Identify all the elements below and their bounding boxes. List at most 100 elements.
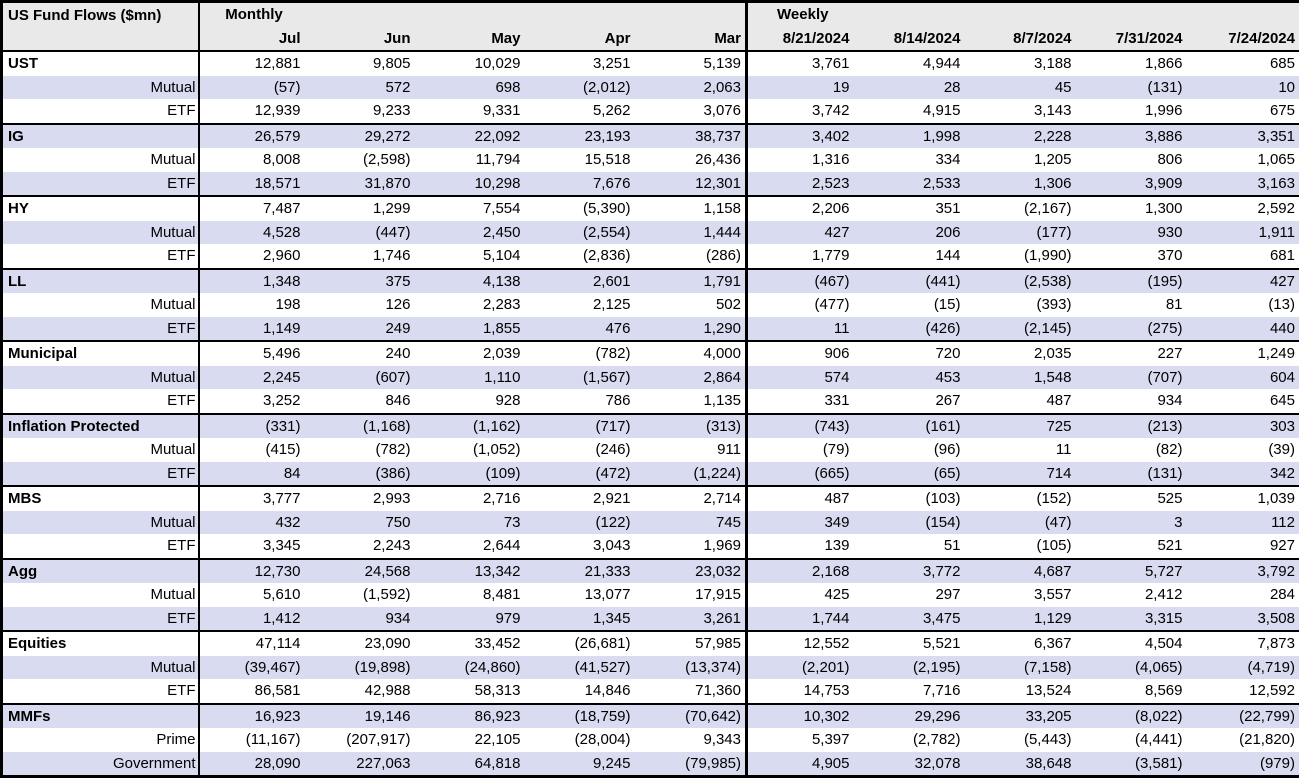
weekly-value-cell: 2,228 bbox=[968, 122, 1080, 148]
subcategory-label: ETF bbox=[1, 244, 200, 269]
weekly-value-cell: 351 bbox=[857, 195, 969, 221]
monthly-value-cell: 86,923 bbox=[418, 702, 529, 728]
monthly-value-cell: (1,162) bbox=[418, 412, 529, 438]
monthly-value-cell: 2,283 bbox=[418, 293, 529, 317]
subcategory-label: ETF bbox=[1, 534, 200, 559]
weekly-value-cell: (467) bbox=[746, 267, 858, 293]
monthly-value-cell: (447) bbox=[308, 220, 419, 244]
weekly-value-cell: (275) bbox=[1079, 316, 1191, 341]
category-label: HY bbox=[1, 195, 200, 221]
weekly-value-cell: (2,782) bbox=[857, 728, 969, 752]
monthly-value-cell: (19,898) bbox=[308, 655, 419, 679]
monthly-value-cell: 2,716 bbox=[418, 485, 529, 511]
monthly-value-cell: (2,598) bbox=[308, 148, 419, 172]
weekly-value-cell: 10 bbox=[1190, 75, 1299, 99]
header-spacer bbox=[857, 1, 969, 27]
group-detail-row: ETF 2,960 1,746 5,104 (2,836) (286) 1,779 144 (1… bbox=[1, 244, 1299, 269]
monthly-value-cell: 4,000 bbox=[638, 340, 748, 366]
weekly-value-cell: 2,592 bbox=[1190, 195, 1299, 221]
weekly-value-cell: 4,915 bbox=[857, 99, 969, 124]
monthly-value-cell: (246) bbox=[528, 438, 639, 462]
weekly-value-cell: 1,129 bbox=[968, 606, 1080, 631]
monthly-value-cell: 12,939 bbox=[198, 99, 309, 124]
weekly-value-cell: 3,557 bbox=[968, 583, 1080, 607]
monthly-value-cell: 73 bbox=[418, 510, 529, 534]
monthly-value-cell: 19,146 bbox=[308, 702, 419, 728]
monthly-value-cell: 2,864 bbox=[638, 365, 748, 389]
weekly-value-cell: 5,521 bbox=[857, 630, 969, 656]
weekly-value-cell: 525 bbox=[1079, 485, 1191, 511]
weekly-value-cell: 267 bbox=[857, 389, 969, 414]
category-label: LL bbox=[1, 267, 200, 293]
group-total-row: Inflation Protected (331) (1,168) (1,162) (7… bbox=[1, 412, 1299, 438]
monthly-value-cell: (5,390) bbox=[528, 195, 639, 221]
header-spacer bbox=[528, 1, 639, 27]
monthly-value-cell: 47,114 bbox=[198, 630, 309, 656]
monthly-value-cell: (57) bbox=[198, 75, 309, 99]
weekly-value-cell: (393) bbox=[968, 293, 1080, 317]
category-label: MBS bbox=[1, 485, 200, 511]
monthly-value-cell: (286) bbox=[638, 244, 748, 269]
monthly-value-cell: (28,004) bbox=[528, 728, 639, 752]
monthly-value-cell: (79,985) bbox=[638, 751, 748, 777]
monthly-value-cell: 1,855 bbox=[418, 316, 529, 341]
group-total-row: HY 7,487 1,299 7,554 (5,390) 1,158 2,206 351 (2,… bbox=[1, 195, 1299, 221]
monthly-value-cell: 7,554 bbox=[418, 195, 529, 221]
monthly-value-cell: 21,333 bbox=[528, 557, 639, 583]
weekly-value-cell: 2,523 bbox=[746, 171, 858, 196]
monthly-value-cell: 572 bbox=[308, 75, 419, 99]
monthly-value-cell: 2,644 bbox=[418, 534, 529, 559]
group-detail-row: Mutual 198 126 2,283 2,125 502 (477) (15) (393) 8… bbox=[1, 293, 1299, 317]
monthly-value-cell: 249 bbox=[308, 316, 419, 341]
column-header-month: Jul bbox=[198, 26, 309, 52]
monthly-value-cell: 2,960 bbox=[198, 244, 309, 269]
monthly-value-cell: 3,261 bbox=[638, 606, 748, 631]
monthly-value-cell: (13,374) bbox=[638, 655, 748, 679]
weekly-value-cell: 440 bbox=[1190, 316, 1299, 341]
subcategory-label: Mutual bbox=[1, 220, 200, 244]
weekly-value-cell: (5,443) bbox=[968, 728, 1080, 752]
monthly-value-cell: 12,301 bbox=[638, 171, 748, 196]
group-detail-row: ETF 12,939 9,233 9,331 5,262 3,076 3,742 4,915 3… bbox=[1, 99, 1299, 124]
weekly-value-cell: 1,205 bbox=[968, 148, 1080, 172]
weekly-value-cell: 725 bbox=[968, 412, 1080, 438]
weekly-value-cell: (1,990) bbox=[968, 244, 1080, 269]
monthly-value-cell: 5,610 bbox=[198, 583, 309, 607]
group-detail-row: Prime (11,167) (207,917) 22,105 (28,004) 9,34… bbox=[1, 728, 1299, 752]
monthly-value-cell: 9,245 bbox=[528, 751, 639, 777]
weekly-value-cell: 927 bbox=[1190, 534, 1299, 559]
monthly-value-cell: 38,737 bbox=[638, 122, 748, 148]
monthly-value-cell: 928 bbox=[418, 389, 529, 414]
weekly-value-cell: 297 bbox=[857, 583, 969, 607]
monthly-value-cell: (1,052) bbox=[418, 438, 529, 462]
weekly-value-cell: 6,367 bbox=[968, 630, 1080, 656]
weekly-value-cell: 1,039 bbox=[1190, 485, 1299, 511]
weekly-value-cell: 81 bbox=[1079, 293, 1191, 317]
group-detail-row: Government 28,090 227,063 64,818 9,245 (79,98… bbox=[1, 751, 1299, 777]
weekly-value-cell: (2,167) bbox=[968, 195, 1080, 221]
weekly-value-cell: 206 bbox=[857, 220, 969, 244]
monthly-value-cell: (782) bbox=[528, 340, 639, 366]
monthly-value-cell: 1,110 bbox=[418, 365, 529, 389]
monthly-value-cell: (70,642) bbox=[638, 702, 748, 728]
subcategory-label: ETF bbox=[1, 99, 200, 124]
monthly-value-cell: 9,343 bbox=[638, 728, 748, 752]
group-detail-row: ETF 84 (386) (109) (472) (1,224) (665) (65) 714(… bbox=[1, 461, 1299, 486]
weekly-value-cell: 284 bbox=[1190, 583, 1299, 607]
monthly-value-cell: (109) bbox=[418, 461, 529, 486]
weekly-value-cell: (65) bbox=[857, 461, 969, 486]
category-label: Equities bbox=[1, 630, 200, 656]
column-header-week: 8/7/2024 bbox=[968, 26, 1080, 52]
monthly-value-cell: 17,915 bbox=[638, 583, 748, 607]
weekly-value-cell: 930 bbox=[1079, 220, 1191, 244]
monthly-value-cell: (122) bbox=[528, 510, 639, 534]
header-spacer bbox=[1190, 1, 1299, 27]
weekly-value-cell: (21,820) bbox=[1190, 728, 1299, 752]
group-detail-row: Mutual (415) (782) (1,052) (246) 911 (79) (96) 1… bbox=[1, 438, 1299, 462]
column-header-month: May bbox=[418, 26, 529, 52]
monthly-value-cell: 22,092 bbox=[418, 122, 529, 148]
monthly-value-cell: 84 bbox=[198, 461, 309, 486]
weekly-value-cell: 3,351 bbox=[1190, 122, 1299, 148]
monthly-value-cell: (41,527) bbox=[528, 655, 639, 679]
